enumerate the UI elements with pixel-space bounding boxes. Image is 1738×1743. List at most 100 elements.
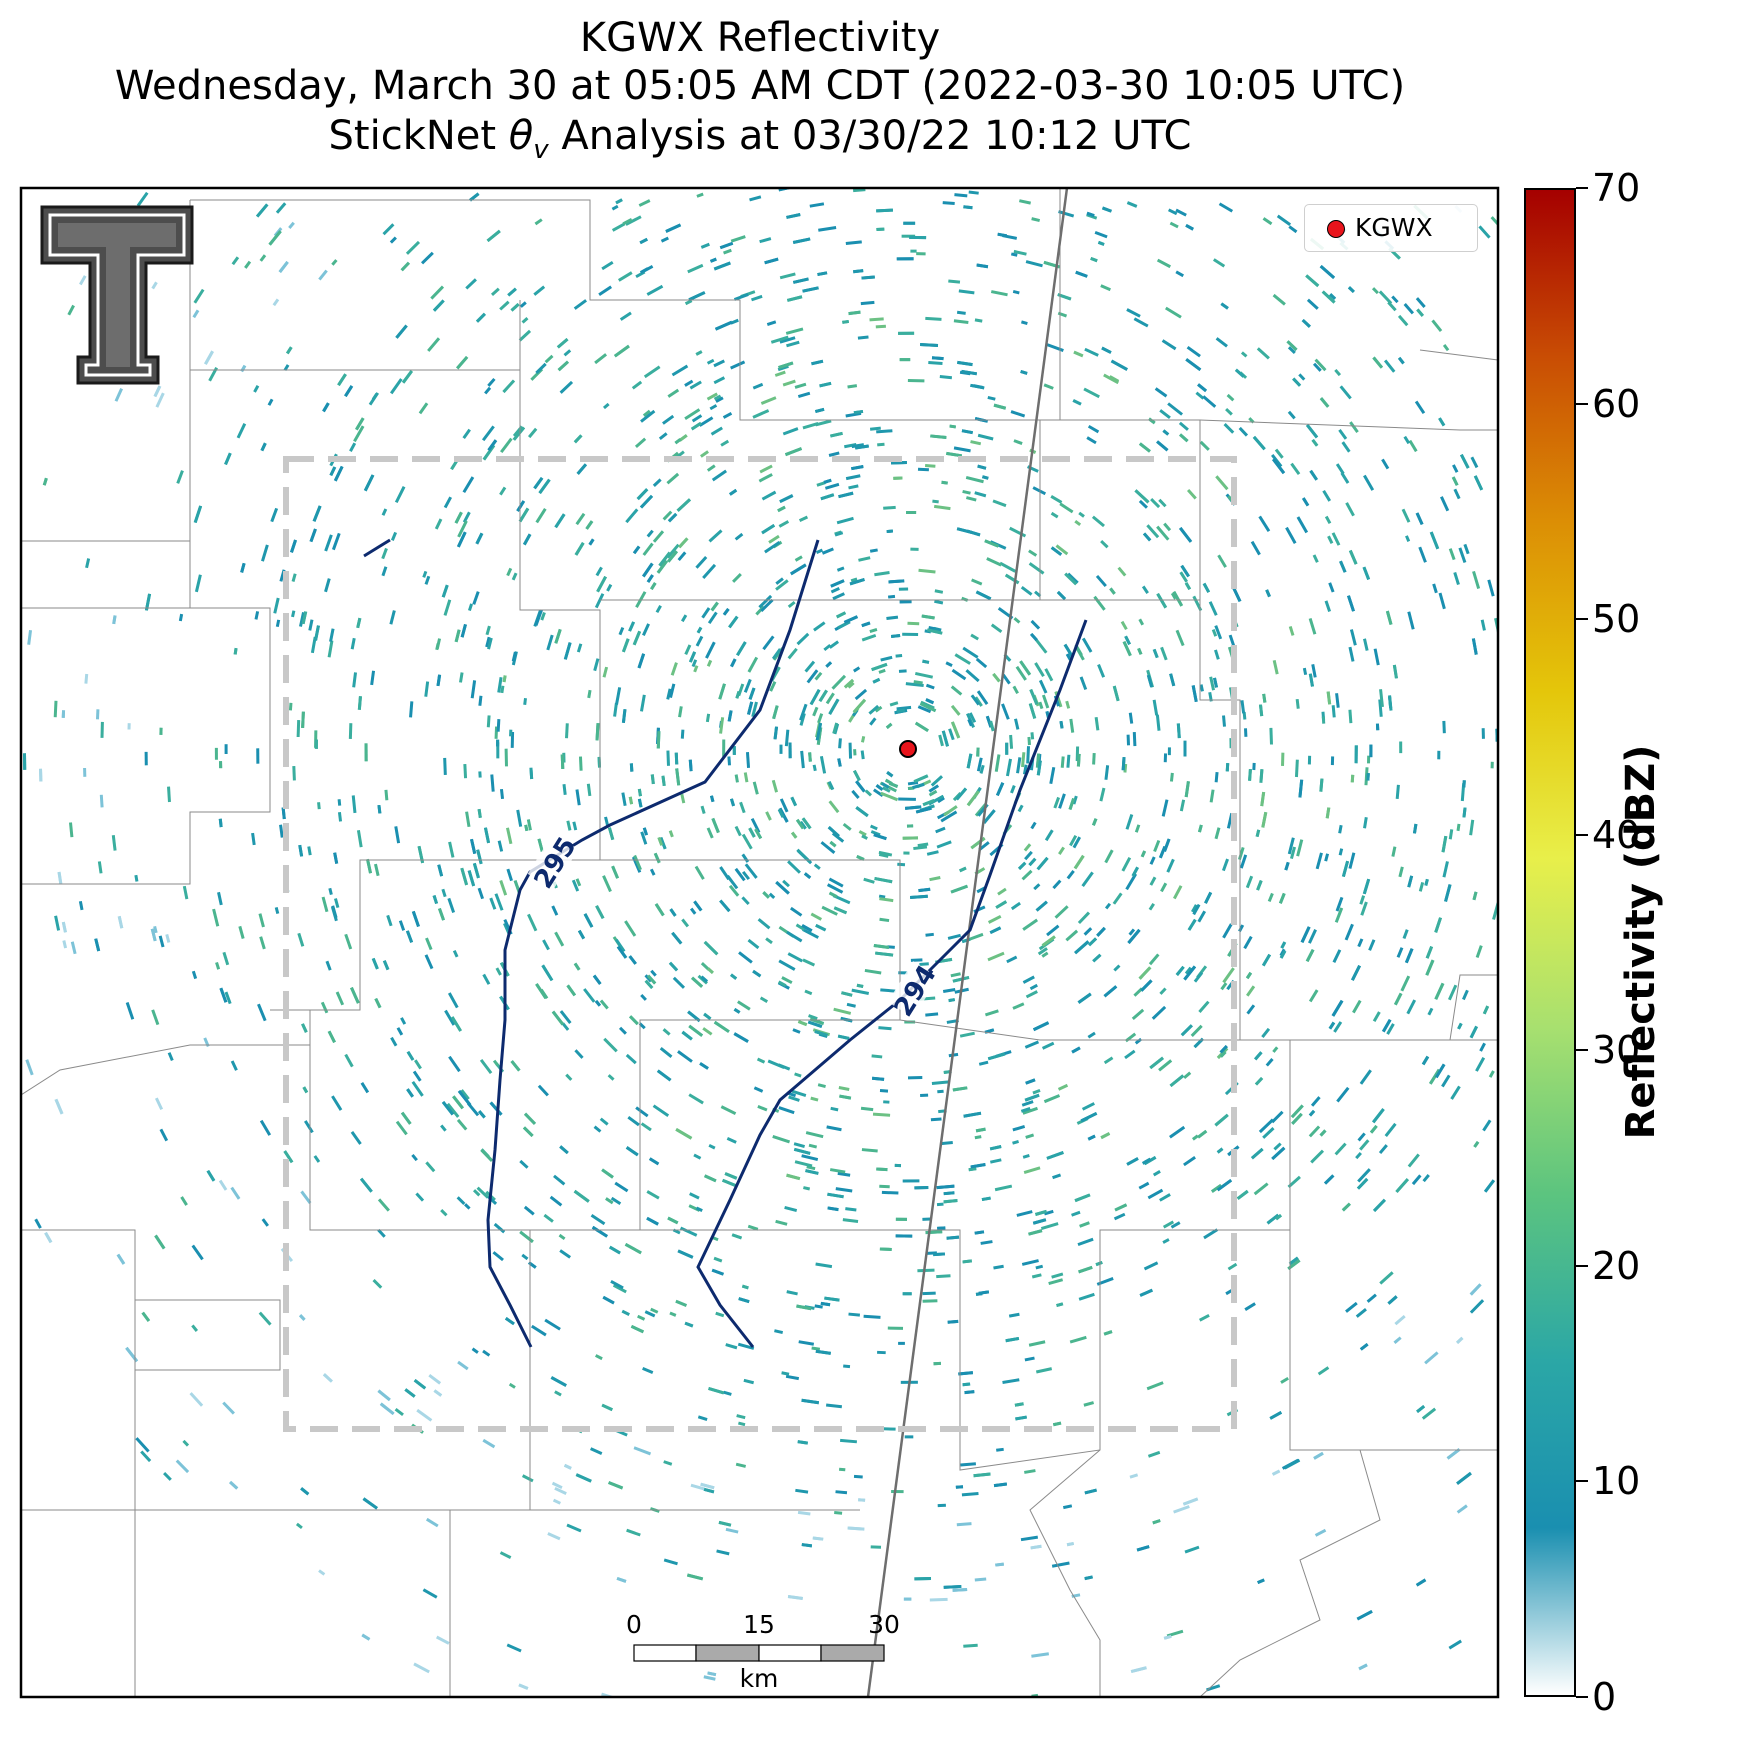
echo-gate [943, 1584, 962, 1589]
echo-gate [1055, 544, 1069, 556]
echo-gate [656, 559, 669, 574]
echo-gate [154, 1234, 166, 1250]
echo-gate [666, 688, 672, 700]
echo-gate [1415, 297, 1426, 308]
echo-gate [99, 794, 104, 808]
echo-gate [893, 476, 903, 480]
echo-gate [1378, 290, 1393, 305]
echo-gate [296, 720, 301, 738]
echo-gate [803, 1186, 811, 1191]
echo-gate [400, 261, 410, 272]
echo-gate [864, 789, 873, 797]
echo-gate [1392, 664, 1398, 679]
echo-gate [1037, 947, 1048, 956]
echo-gate [1480, 619, 1486, 631]
echo-gate [116, 1253, 126, 1265]
echo-gate [356, 617, 362, 629]
echo-gate [1030, 632, 1038, 642]
echo-gate [1035, 900, 1048, 912]
echo-gate [850, 577, 858, 583]
echo-gate [909, 235, 927, 240]
echo-gate [700, 962, 710, 971]
echo-gate [802, 286, 819, 293]
echo-gate [1101, 206, 1112, 213]
echo-gate [224, 991, 232, 1005]
echo-gate [870, 824, 878, 831]
echo-gate [301, 1023, 308, 1033]
echo-gate [1345, 502, 1355, 517]
echo-gate [883, 505, 896, 510]
echo-gate [1308, 1109, 1316, 1117]
echo-gate [848, 310, 861, 316]
echo-gate [331, 532, 341, 551]
echo-gate [1121, 856, 1132, 872]
echo-gate [1289, 846, 1297, 859]
echo-gate [932, 499, 939, 504]
echo-gate [814, 1304, 823, 1309]
echo-gate [936, 840, 952, 849]
echo-gate [1438, 417, 1446, 427]
echo-gate [948, 998, 956, 1003]
echo-gate [1024, 1093, 1040, 1102]
echo-gate [153, 925, 158, 934]
echo-gate [615, 198, 623, 205]
echo-gate [857, 335, 869, 340]
echo-gate [1335, 896, 1344, 912]
echo-gate [1265, 1057, 1274, 1067]
echo-gate [1469, 1283, 1482, 1296]
echo-gate [995, 1562, 1004, 1567]
echo-gate [832, 722, 839, 734]
echo-gate [1319, 1129, 1327, 1137]
echo-gate [1391, 295, 1399, 304]
echo-gate [1448, 984, 1458, 1001]
echo-gate [57, 871, 63, 884]
echo-gate [732, 746, 736, 755]
echo-gate [381, 566, 388, 577]
echo-gate [1243, 935, 1253, 950]
echo-gate [443, 757, 447, 775]
echo-gate [1453, 572, 1460, 585]
echo-gate [876, 208, 893, 213]
contour-295-stub [363, 538, 391, 558]
echo-gate [1416, 1405, 1426, 1413]
echo-gate [1172, 885, 1183, 900]
echo-gate [511, 572, 518, 581]
echo-gate [950, 884, 968, 894]
echo-gate [1341, 441, 1351, 453]
echo-gate [794, 382, 807, 389]
scale-bar-tick-label: 0 [626, 1610, 642, 1639]
echo-gate [1094, 716, 1100, 731]
echo-gate [1203, 1228, 1219, 1240]
echo-gate [677, 551, 687, 562]
echo-gate [826, 1125, 842, 1132]
echo-gate [830, 431, 843, 438]
echo-gate [1014, 1402, 1024, 1407]
echo-gate [962, 1259, 972, 1264]
echo-gate [1146, 1381, 1164, 1391]
echo-gate [963, 1643, 978, 1648]
echo-gate [1306, 298, 1319, 310]
title-line-3: StickNet θv Analysis at 03/30/22 10:12 U… [0, 112, 1520, 174]
echo-gate [322, 1373, 333, 1383]
echo-gate [1269, 1411, 1283, 1420]
echo-gate [970, 1162, 986, 1169]
echo-gate [325, 960, 332, 971]
echo-gate [616, 1576, 627, 1583]
echo-gate [1077, 1237, 1094, 1247]
echo-gate [970, 633, 979, 641]
echo-gate [869, 628, 878, 633]
echo-gate [231, 256, 240, 266]
echo-gate [1379, 1271, 1394, 1285]
echo-gate [1126, 1157, 1139, 1166]
echo-gate [1401, 508, 1411, 523]
echo-gate [827, 781, 835, 791]
echo-gate [457, 1360, 469, 1371]
echo-gate [1103, 985, 1118, 998]
echo-gate [1140, 979, 1153, 992]
echo-gate [1076, 753, 1081, 767]
echo-gate [499, 300, 510, 311]
echo-gate [1058, 793, 1066, 809]
echo-gate [1319, 397, 1330, 408]
theta-subscript: v [533, 135, 549, 165]
echo-gate [1024, 1356, 1035, 1362]
